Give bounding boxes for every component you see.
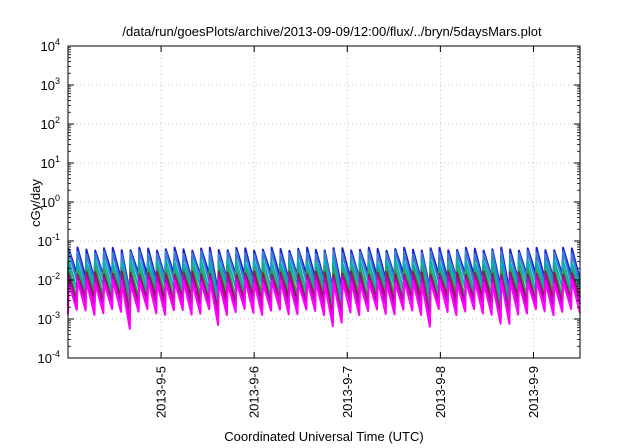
- y-tick-label: 104: [41, 37, 60, 54]
- y-axis-label: cGy/day: [28, 179, 43, 227]
- chart-title: /data/run/goesPlots/archive/2013-09-09/1…: [122, 24, 542, 39]
- y-tick-label: 10-1: [38, 232, 60, 249]
- series-layer: [67, 246, 581, 330]
- y-tick-label: 10-4: [38, 349, 60, 366]
- series-line: [67, 279, 581, 330]
- x-axis-label: Coordinated Universal Time (UTC): [224, 429, 423, 444]
- y-tick-label: 10-2: [38, 271, 60, 288]
- y-tick-label: 100: [41, 193, 60, 210]
- x-tick-label: 2013-9-7: [340, 366, 355, 418]
- x-tick-label: 2013-9-8: [433, 366, 448, 418]
- x-tick-label: 2013-9-9: [526, 366, 541, 418]
- x-tick-label: 2013-9-5: [154, 366, 169, 418]
- x-tick-label: 2013-9-6: [247, 366, 262, 418]
- y-tick-label: 101: [41, 154, 60, 171]
- x-axis-ticks: 2013-9-5 2013-9-6 2013-9-7 2013-9-8 2013-9-9: [154, 46, 541, 418]
- y-axis-ticks: 10-4 10-3 10-2 10-1 100 101 102 103 104: [38, 37, 580, 366]
- y-tick-label: 10-3: [38, 310, 60, 327]
- y-tick-label: 103: [41, 76, 60, 93]
- y-tick-label: 102: [41, 115, 60, 132]
